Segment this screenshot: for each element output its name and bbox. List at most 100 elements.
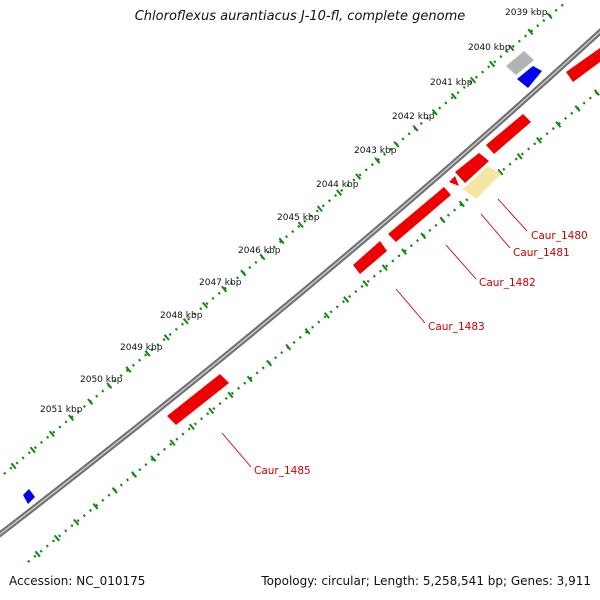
- outer-tick-labels: 2039 kbp 2040 kbp 2041 kbp 2042 kbp 2043…: [40, 8, 548, 415]
- gene-features: [23, 48, 600, 504]
- genome-title: Chloroflexus aurantiacus J-10-fl, comple…: [134, 9, 466, 24]
- outer-major-tick-24: [470, 76, 477, 84]
- inner-major-tick-27: [555, 121, 562, 128]
- inner-major-tick-24: [497, 168, 504, 176]
- inner-major-tick-12: [266, 359, 273, 367]
- outer-major-tick-3: [68, 414, 75, 422]
- inner-major-tick-7: [169, 439, 176, 447]
- outer-major-tick-18: [355, 173, 362, 180]
- inner-major-tick-14: [304, 327, 311, 335]
- inner-major-tick-21: [439, 216, 446, 224]
- outer-major-tick-26: [508, 44, 515, 52]
- outer-major-tick-5: [106, 382, 113, 389]
- inner-major-tick-3: [92, 502, 99, 510]
- gene-feature-blue-top[interactable]: [517, 66, 542, 88]
- outer-major-tick-16: [316, 205, 323, 213]
- kbp-label-2046: 2046 kbp: [238, 246, 281, 256]
- outer-major-tick-8: [163, 334, 170, 341]
- outer-major-tick-11: [221, 285, 228, 293]
- inner-major-tick-4: [111, 487, 118, 494]
- inner-major-tick-29: [593, 89, 600, 96]
- outer-major-tick-27: [527, 28, 534, 36]
- outer-major-tick-13: [259, 253, 266, 261]
- inner-major-tick-11: [246, 375, 253, 383]
- outer-tick-ring: [3, 1, 567, 475]
- outer-major-tick-23: [450, 92, 457, 100]
- outer-major-tick-7: [144, 350, 151, 357]
- outer-major-tick-9: [182, 317, 189, 325]
- leader-caur-1485: [221, 432, 252, 468]
- gene-feature-gray-top[interactable]: [506, 51, 534, 75]
- outer-major-tick-10: [202, 301, 209, 309]
- outer-major-tick-21: [412, 124, 419, 132]
- gene-label-leaders: [221, 198, 528, 468]
- kbp-label-2050: 2050 kbp: [80, 375, 123, 385]
- outer-major-tick-25: [489, 60, 496, 68]
- inner-major-tick-2: [73, 518, 80, 526]
- gene-labels: Caur_1480 Caur_1481 Caur_1482 Caur_1483 …: [254, 230, 588, 477]
- inner-major-tick-28: [574, 105, 581, 112]
- inner-major-tick-15: [323, 312, 330, 319]
- inner-major-tick-8: [188, 423, 195, 431]
- inner-major-tick-18: [381, 264, 388, 271]
- outer-major-tick-4: [87, 398, 94, 405]
- kbp-label-2049: 2049 kbp: [120, 343, 163, 353]
- kbp-label-2048: 2048 kbp: [160, 311, 203, 321]
- outer-major-tick-28: [546, 12, 553, 20]
- outer-major-tick-20: [393, 141, 400, 148]
- inner-major-tick-0: [34, 550, 41, 558]
- accession-text: Accession: NC_010175: [9, 574, 146, 588]
- gene-label-caur-1481[interactable]: Caur_1481: [513, 247, 570, 259]
- outer-major-tick-17: [336, 189, 343, 196]
- gene-feature-caur-1482[interactable]: [388, 187, 451, 242]
- leader-caur-1480: [497, 198, 528, 232]
- kbp-label-2039: 2039 kbp: [505, 8, 548, 18]
- leader-caur-1483: [395, 288, 426, 324]
- inner-major-ticks: [34, 89, 600, 558]
- inner-major-tick-5: [131, 471, 138, 478]
- leader-caur-1481: [480, 213, 511, 249]
- genome-backbone-highlight: [0, 30, 600, 536]
- inner-major-tick-17: [362, 280, 369, 287]
- inner-major-tick-6: [150, 455, 157, 462]
- kbp-label-2051: 2051 kbp: [40, 405, 83, 415]
- inner-major-tick-16: [343, 296, 350, 303]
- inner-major-tick-26: [536, 136, 542, 144]
- kbp-label-2040: 2040 kbp: [468, 43, 511, 53]
- outer-major-tick-14: [278, 237, 285, 245]
- outer-major-tick-15: [297, 221, 304, 229]
- gene-feature-caur-1483[interactable]: [353, 241, 387, 274]
- kbp-label-2043: 2043 kbp: [354, 146, 397, 156]
- inner-major-tick-22: [458, 200, 465, 208]
- gene-label-caur-1480[interactable]: Caur_1480: [531, 230, 588, 242]
- gene-label-caur-1482[interactable]: Caur_1482: [479, 277, 536, 289]
- outer-major-tick-1: [29, 446, 36, 454]
- inner-major-tick-13: [285, 343, 292, 351]
- gene-label-caur-1483[interactable]: Caur_1483: [428, 321, 485, 333]
- gene-feature-red-top-right[interactable]: [566, 48, 600, 82]
- inner-major-tick-10: [227, 391, 234, 399]
- inner-major-tick-1: [53, 534, 60, 542]
- inner-major-tick-20: [420, 232, 427, 240]
- inner-tick-ring: [27, 89, 600, 563]
- gene-feature-caur-1480[interactable]: [455, 153, 489, 183]
- outer-major-tick-6: [125, 366, 132, 373]
- outer-major-tick-22: [431, 108, 438, 116]
- gene-feature-caur-1480-small[interactable]: [449, 176, 459, 186]
- gene-feature-caur-1481-highlight[interactable]: [463, 166, 501, 199]
- kbp-label-2044: 2044 kbp: [316, 180, 359, 190]
- kbp-label-2042: 2042 kbp: [392, 112, 435, 122]
- kbp-label-2045: 2045 kbp: [277, 213, 320, 223]
- inner-major-tick-25: [516, 152, 523, 160]
- outer-major-tick-12: [240, 269, 247, 277]
- outer-major-tick-0: [10, 462, 17, 470]
- outer-major-tick-2: [48, 430, 55, 438]
- inner-major-tick-19: [401, 248, 407, 256]
- gene-feature-caur-1485[interactable]: [167, 374, 229, 425]
- inner-major-tick-9: [208, 407, 215, 415]
- gene-feature-caur-1479[interactable]: [486, 114, 531, 154]
- kbp-label-2047: 2047 kbp: [199, 278, 242, 288]
- gene-feature-blue-bottom-left[interactable]: [23, 489, 35, 504]
- gene-label-caur-1485[interactable]: Caur_1485: [254, 465, 311, 477]
